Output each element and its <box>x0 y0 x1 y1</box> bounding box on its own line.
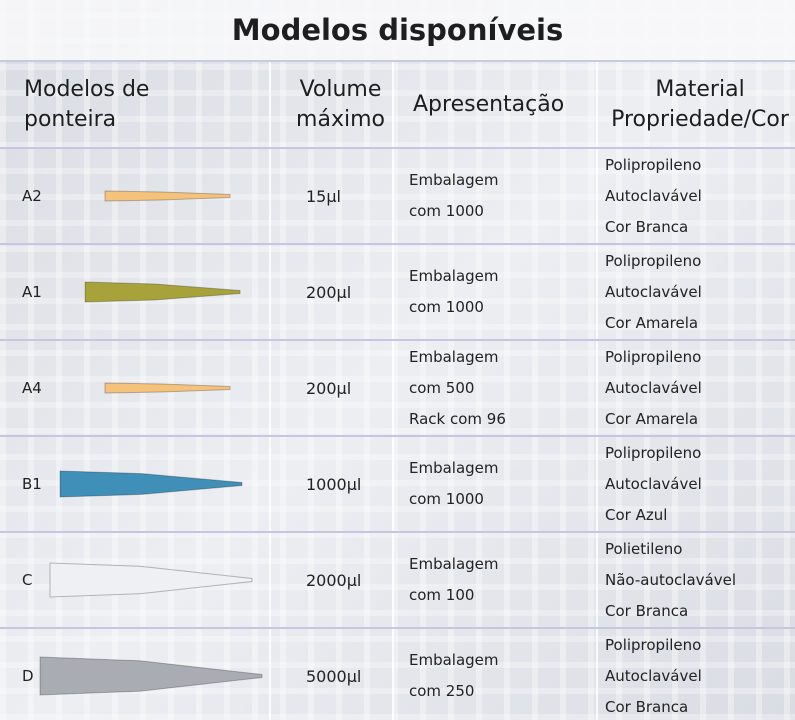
material-line: Cor Amarela <box>605 313 699 332</box>
volume-cell: 2000µl <box>306 570 362 590</box>
column-divider <box>392 62 394 720</box>
material-cell: Polipropileno Autoclavável Cor Branca <box>597 148 795 244</box>
material-line: Cor Branca <box>605 601 689 620</box>
material-line: Autoclavável <box>605 474 702 493</box>
model-cell: C <box>22 570 33 589</box>
presentation-line: com 1000 <box>409 202 484 220</box>
pipette-tip <box>84 281 241 303</box>
material-line: Cor Azul <box>605 505 668 524</box>
row-divider <box>0 627 795 629</box>
model-cell: A4 <box>22 378 42 397</box>
column-divider <box>596 62 598 720</box>
material-line: Autoclavável <box>605 666 702 685</box>
material-cell: Polipropileno Autoclavável Cor Amarela <box>597 244 795 340</box>
material-cell: Polietileno Não-autoclavável Cor Branca <box>597 532 795 628</box>
material-line: Polipropileno <box>605 251 702 270</box>
header-line: Apresentação <box>413 92 565 117</box>
presentation-line: com 100 <box>409 586 475 604</box>
material-cell: Polipropileno Autoclavável Cor Branca <box>597 628 795 720</box>
presentation-cell: Embalagem com 1000 <box>393 148 597 244</box>
header-cell: Modelos de ponteira <box>0 62 270 148</box>
material-line: Polipropileno <box>605 155 702 174</box>
presentation-cell: Embalagem com 500 Rack com 96 <box>393 340 597 436</box>
material-cell: Polipropileno Autoclavável Cor Amarela <box>597 340 795 436</box>
header-line: Modelos de <box>24 77 150 102</box>
presentation-line: Rack com 96 <box>409 409 506 428</box>
header-line: Material <box>655 77 745 102</box>
presentation-line: com 250 <box>409 682 475 700</box>
volume-cell: 1000µl <box>306 474 362 494</box>
row-divider <box>0 531 795 533</box>
material-line: Autoclavável <box>605 186 702 205</box>
material-line: Polipropileno <box>605 635 702 654</box>
row-divider <box>0 435 795 437</box>
pipette-tip <box>59 470 243 498</box>
volume-cell: 15µl <box>306 186 341 206</box>
material-line: Cor Amarela <box>605 409 699 428</box>
column-divider <box>269 62 271 720</box>
volume-cell: 200µl <box>306 378 352 398</box>
row-divider <box>0 147 795 149</box>
presentation-line: Embalagem <box>409 171 499 189</box>
pipette-tip <box>104 382 231 394</box>
presentation-cell: Embalagem com 250 <box>393 628 597 720</box>
material-line: Cor Branca <box>605 217 689 236</box>
header-line: ponteira <box>24 107 117 132</box>
material-line: Polietileno <box>605 539 683 558</box>
presentation-line: Embalagem <box>409 267 499 285</box>
presentation-line: Embalagem <box>409 459 499 477</box>
header-cell: Volume máximo <box>270 62 393 148</box>
material-line: Polipropileno <box>605 347 702 366</box>
volume-cell: 5000µl <box>306 666 362 686</box>
model-cell: D <box>22 666 34 685</box>
header-line: Volume <box>299 77 382 102</box>
presentation-line: Embalagem <box>409 555 499 573</box>
material-cell: Polipropileno Autoclavável Cor Azul <box>597 436 795 532</box>
header-cell: Apresentação <box>393 62 597 148</box>
material-line: Polipropileno <box>605 443 702 462</box>
header-line: máximo <box>296 107 385 132</box>
material-line: Autoclavável <box>605 282 702 301</box>
model-cell: A2 <box>22 186 42 205</box>
model-cell: A1 <box>22 282 42 301</box>
row-divider <box>0 243 795 245</box>
presentation-line: com 500 <box>409 378 475 397</box>
header-cell: Material Propriedade/Cor <box>597 62 795 148</box>
presentation-cell: Embalagem com 1000 <box>393 244 597 340</box>
pipette-tip <box>104 190 231 202</box>
presentation-line: Embalagem <box>409 651 499 669</box>
presentation-line: com 1000 <box>409 298 484 316</box>
model-cell: B1 <box>22 474 42 493</box>
table-title: Modelos disponíveis <box>0 0 795 62</box>
presentation-cell: Embalagem com 100 <box>393 532 597 628</box>
volume-cell: 200µl <box>306 282 352 302</box>
presentation-line: com 1000 <box>409 490 484 508</box>
material-line: Autoclavável <box>605 378 702 397</box>
presentation-line: Embalagem <box>409 347 499 366</box>
material-line: Não-autoclavável <box>605 570 736 589</box>
presentation-cell: Embalagem com 1000 <box>393 436 597 532</box>
header-line: Propriedade/Cor <box>611 107 789 132</box>
material-line: Cor Branca <box>605 697 689 716</box>
row-divider <box>0 339 795 341</box>
